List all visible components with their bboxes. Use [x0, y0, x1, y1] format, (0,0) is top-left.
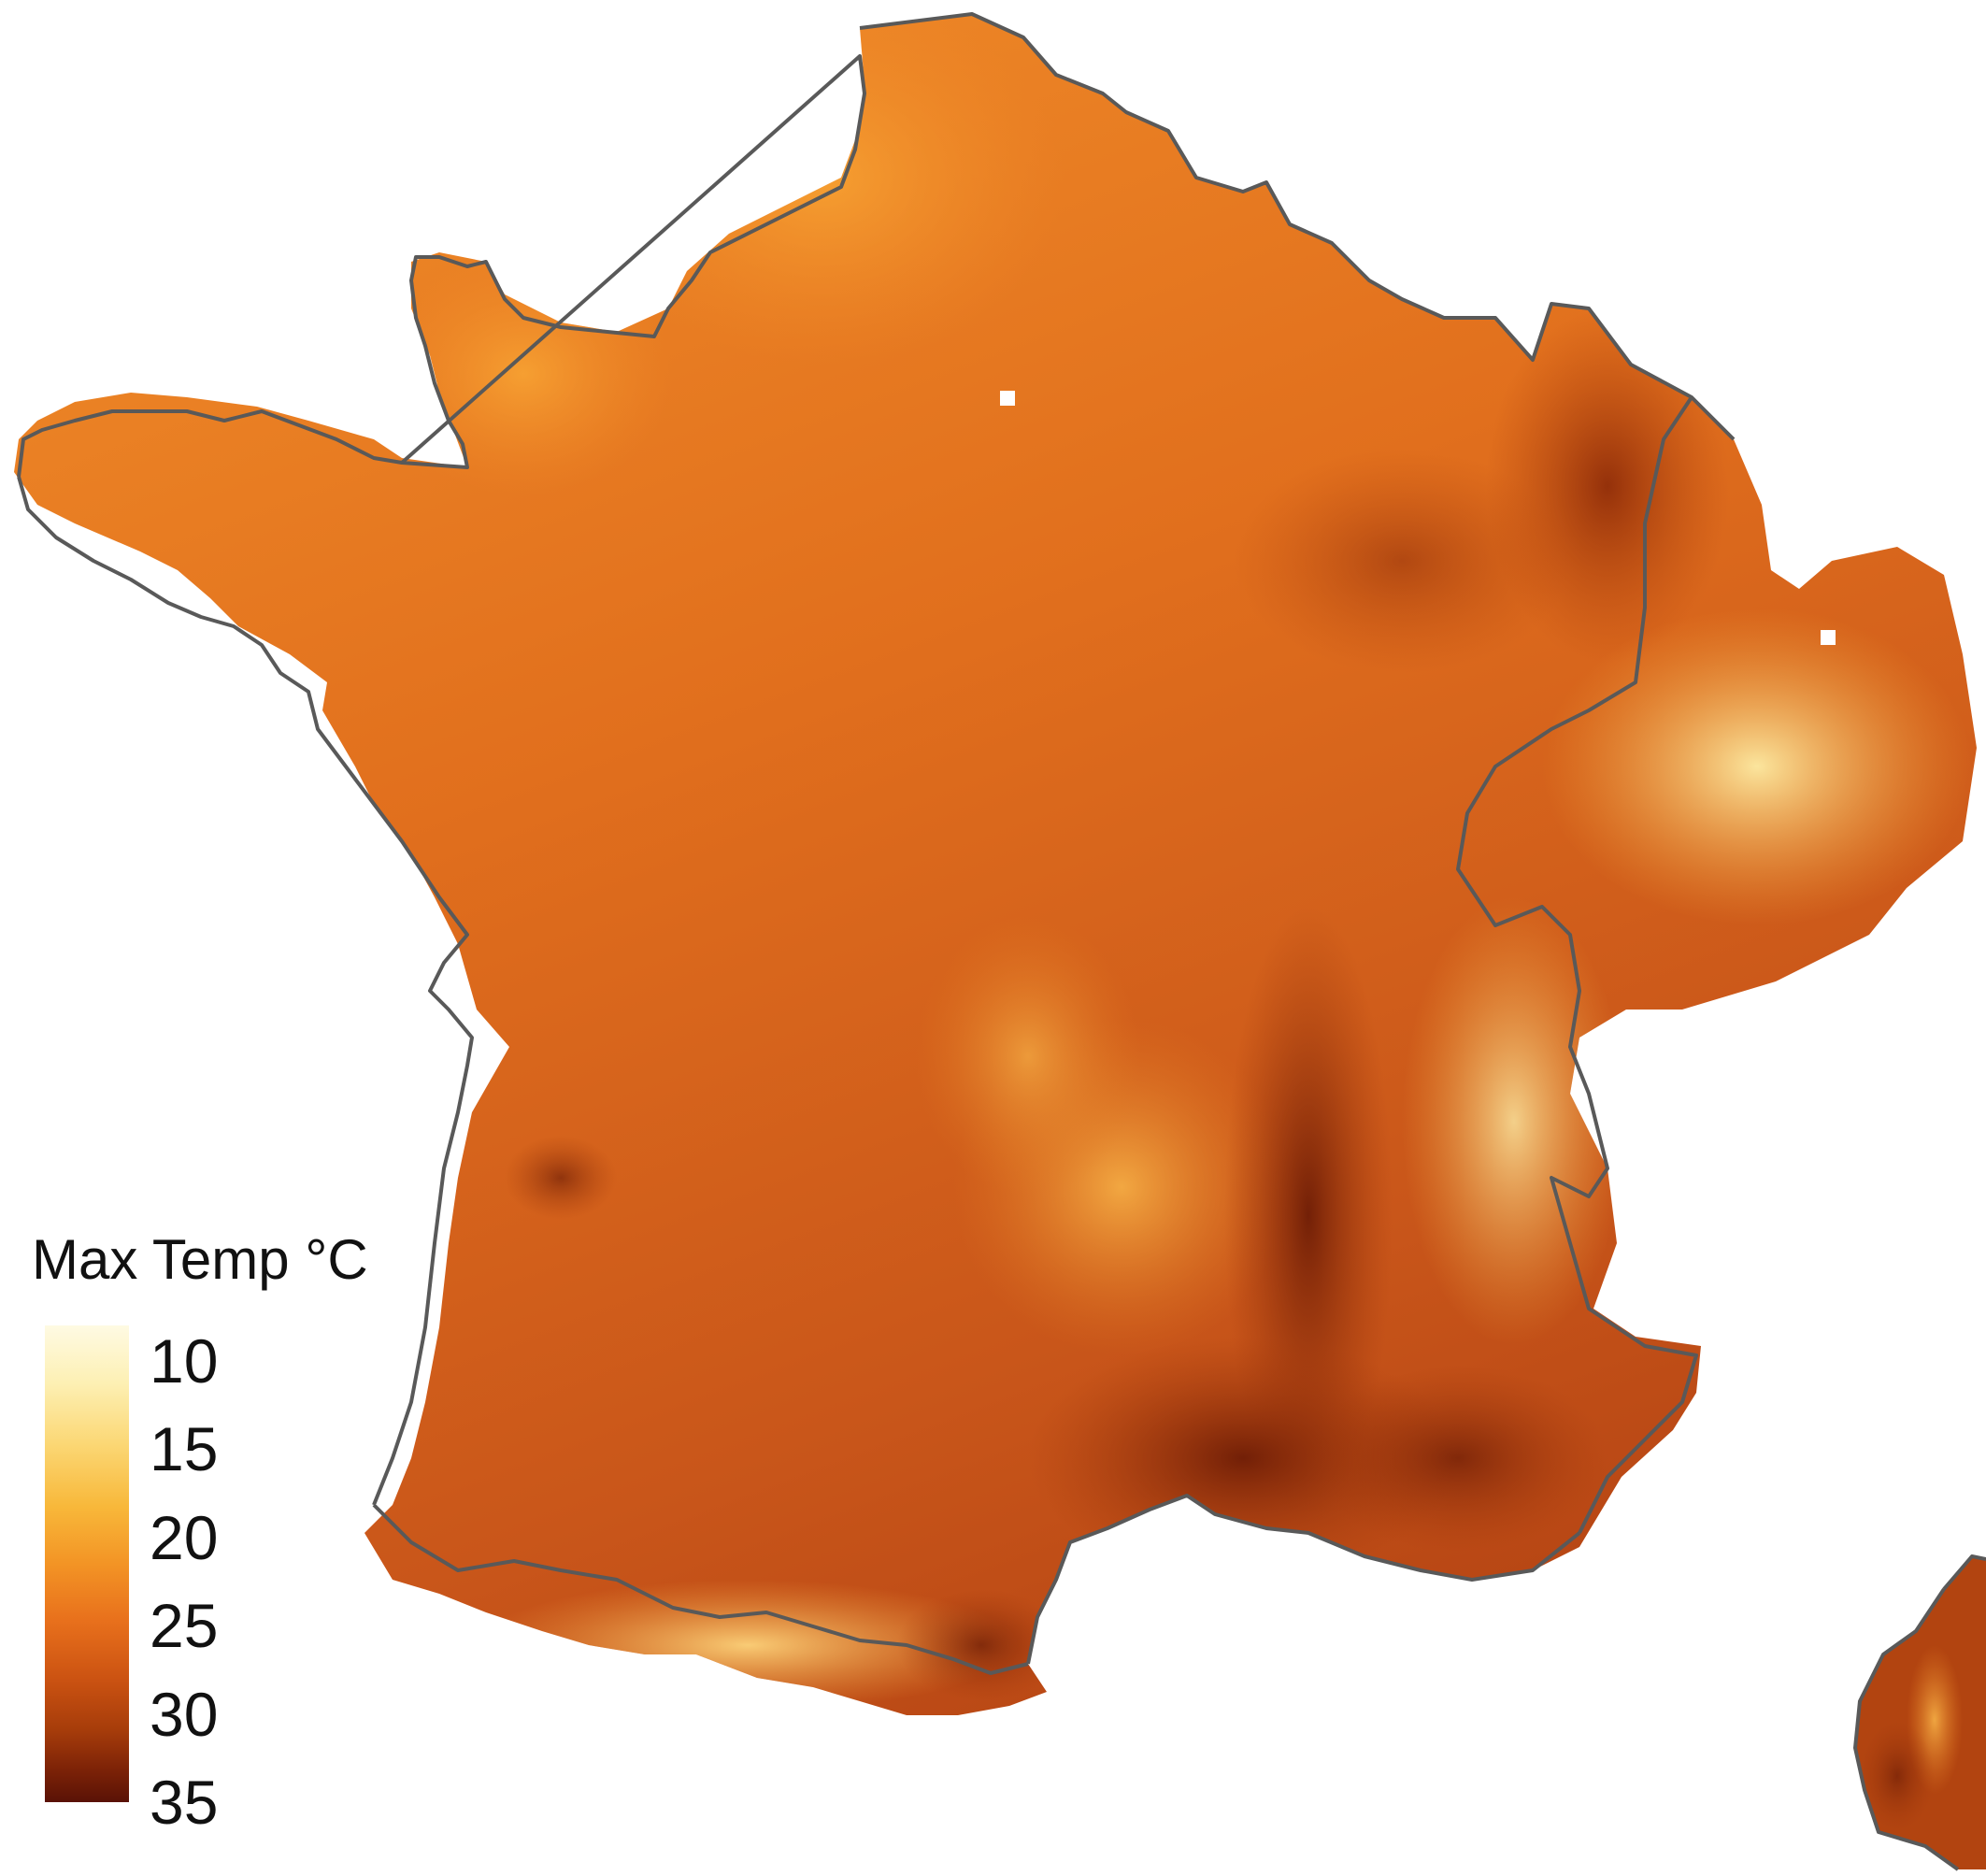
legend-tick-label: 10: [150, 1325, 219, 1396]
missing-data-cell: [1821, 630, 1836, 645]
legend-tick-label: 20: [150, 1502, 219, 1572]
legend-tick-label: 30: [150, 1679, 219, 1749]
legend-color-bar: [45, 1325, 129, 1802]
france-border: [17, 12, 1736, 1675]
legend-tick-label: 25: [150, 1591, 219, 1661]
missing-data-cell: [1000, 391, 1015, 406]
legend-tick-label: 15: [150, 1414, 219, 1484]
corsica-border: [1853, 1554, 1986, 1871]
legend-tick-label: 35: [150, 1768, 219, 1837]
corsica-heat-field: [1855, 1556, 1986, 1869]
legend-title: Max Temp °C: [32, 1228, 368, 1291]
